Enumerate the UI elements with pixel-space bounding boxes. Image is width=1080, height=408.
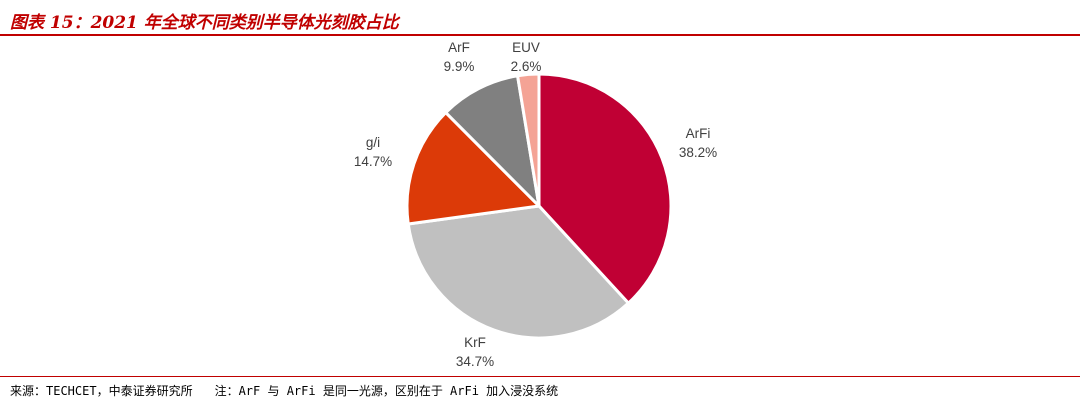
slice-value-krf: 34.7%: [456, 354, 494, 369]
slice-value-g-i: 14.7%: [354, 154, 392, 169]
pie-slice-arf: [444, 74, 541, 208]
pie-slice-g-i: [405, 111, 541, 226]
pie-slice-euv: [516, 72, 541, 208]
pie-chart: ArFi 38.2% KrF 34.7% g/i 14.7% ArF 9.9% EUV 2.6%: [354, 40, 717, 369]
slice-label-arfi: ArFi: [686, 126, 711, 141]
pie-slice-arfi: [537, 72, 673, 305]
slice-label-euv: EUV: [512, 40, 540, 55]
slice-value-arf: 9.9%: [444, 59, 475, 74]
footer-divider: [0, 376, 1080, 377]
source-note: 来源：TECHCET，中泰证券研究所: [10, 384, 193, 398]
chart-title: 图表 15：2021 年全球不同类别半导体光刻胶占比: [10, 13, 399, 33]
slice-label-g-i: g/i: [366, 135, 380, 150]
slice-value-euv: 2.6%: [511, 59, 542, 74]
title-divider: [0, 34, 1080, 36]
pie-slice-krf: [406, 204, 630, 340]
slice-label-krf: KrF: [464, 335, 486, 350]
annotation-note: 注：ArF 与 ArFi 是同一光源，区别在于 ArFi 加入浸没系统: [214, 384, 559, 398]
slice-value-arfi: 38.2%: [679, 145, 717, 160]
footer: 来源：TECHCET，中泰证券研究所 注：ArF 与 ArFi 是同一光源，区别在…: [10, 382, 558, 399]
slice-label-arf: ArF: [448, 40, 470, 55]
